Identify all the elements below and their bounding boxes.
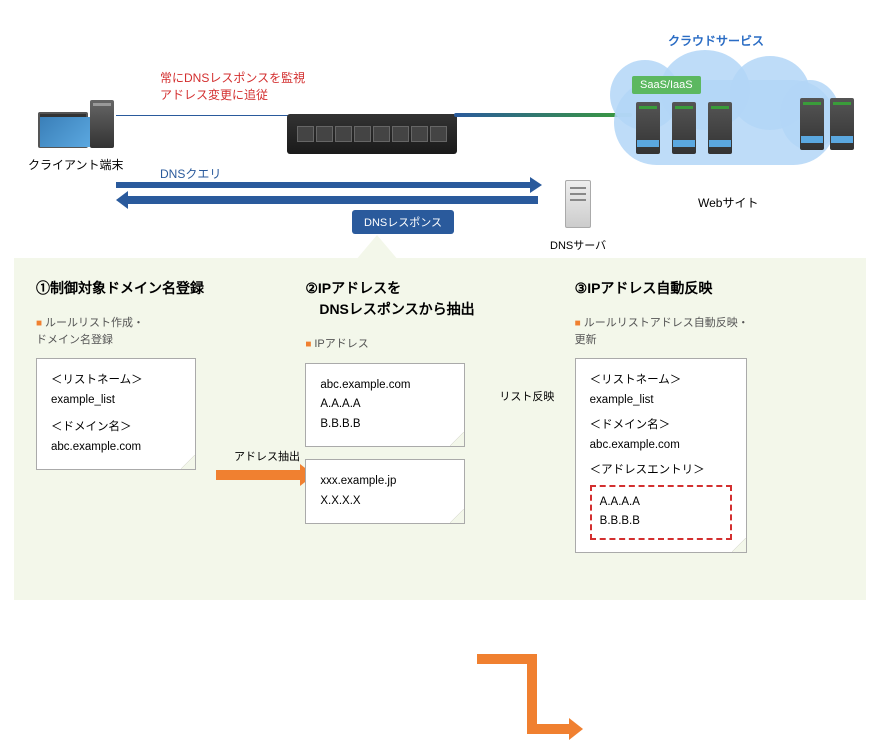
note-line: X.X.X.X	[320, 492, 450, 512]
dns-server-label: DNSサーバ	[550, 237, 606, 253]
step2-title-l1: ②IPアドレスを	[305, 280, 401, 296]
step2-column: ②IPアドレスを DNSレスポンスから抽出 IPアドレス abc.example…	[305, 278, 574, 584]
note-line: abc.example.com	[51, 438, 181, 458]
note-line: abc.example.com	[590, 436, 732, 456]
step1-sub: ルールリスト作成・ ドメイン名登録	[36, 315, 305, 348]
client-icon	[38, 100, 114, 148]
step1-title: ①制御対象ドメイン名登録	[36, 278, 305, 299]
note-line: ＜ドメイン名＞	[590, 416, 732, 436]
red-note-line2: アドレス変更に追従	[160, 87, 305, 104]
client-label: クライアント端末	[28, 156, 124, 173]
step3-sub: ルールリストアドレス自動反映・ 更新	[575, 315, 844, 348]
step2-title: ②IPアドレスを DNSレスポンスから抽出	[305, 278, 574, 320]
note-line: ＜アドレスエントリ＞	[590, 461, 732, 481]
note-line: example_list	[51, 391, 181, 411]
dns-query-label: DNSクエリ	[160, 165, 221, 182]
step2-note-b: xxx.example.jp X.X.X.X	[305, 459, 465, 524]
dns-response-badge: DNSレスポンス	[352, 210, 454, 234]
external-server	[800, 98, 824, 202]
note-line: B.B.B.B	[320, 415, 450, 435]
panel-pointer	[355, 235, 399, 261]
step2-title-l2: DNSレスポンスから抽出	[305, 301, 474, 317]
arrow-label-extract: アドレス抽出	[234, 448, 300, 464]
note-line: B.B.B.B	[600, 512, 722, 532]
monitoring-note: 常にDNSレスポンスを監視 アドレス変更に追従	[160, 70, 305, 104]
note-line: example_list	[590, 391, 732, 411]
note-line: ＜リストネーム＞	[51, 371, 181, 391]
website-label: Webサイト	[698, 194, 758, 211]
note-line: ＜ドメイン名＞	[51, 418, 181, 438]
arrow-label-reflect: リスト反映	[499, 388, 554, 404]
rack-icon	[708, 102, 732, 154]
note-line: abc.example.com	[320, 376, 450, 396]
step3-title: ③IPアドレス自動反映	[575, 278, 844, 299]
top-diagram: クライアント端末 常にDNSレスポンスを監視 アドレス変更に追従 DNSクエリ …	[0, 0, 880, 260]
step3-column: ③IPアドレス自動反映 ルールリストアドレス自動反映・ 更新 ＜リストネーム＞ …	[575, 278, 844, 584]
step3-note: ＜リストネーム＞ example_list ＜ドメイン名＞ abc.exampl…	[575, 358, 747, 553]
step2-note-a: abc.example.com A.A.A.A B.B.B.B	[305, 363, 465, 448]
dns-server: DNSサーバ	[550, 180, 606, 253]
network-switch-icon	[287, 114, 457, 154]
rack-icon	[636, 102, 660, 154]
step1-column: ①制御対象ドメイン名登録 ルールリスト作成・ ドメイン名登録 ＜リストネーム＞ …	[36, 278, 305, 584]
cloud-title: クラウドサービス	[668, 32, 764, 49]
arrow-extract	[216, 470, 302, 480]
rack-icon	[672, 102, 696, 154]
step1-note: ＜リストネーム＞ example_list ＜ドメイン名＞ abc.exampl…	[36, 358, 196, 470]
note-line: xxx.example.jp	[320, 472, 450, 492]
red-note-line1: 常にDNSレスポンスを監視	[160, 70, 305, 87]
dns-query-arrow	[116, 182, 532, 188]
saas-badge: SaaS/IaaS	[632, 76, 701, 94]
note-line: A.A.A.A	[320, 395, 450, 415]
address-entry-box: A.A.A.A B.B.B.B	[590, 485, 732, 540]
note-line: A.A.A.A	[600, 493, 722, 513]
rack-icon	[830, 98, 854, 150]
server-icon	[565, 180, 591, 228]
dns-response-arrow	[128, 196, 538, 204]
step2-sub: IPアドレス	[305, 336, 574, 353]
client-terminal: クライアント端末	[28, 100, 124, 173]
steps-panel: ①制御対象ドメイン名登録 ルールリスト作成・ ドメイン名登録 ＜リストネーム＞ …	[14, 258, 866, 600]
rack-icon	[800, 98, 824, 150]
note-line: ＜リストネーム＞	[590, 371, 732, 391]
